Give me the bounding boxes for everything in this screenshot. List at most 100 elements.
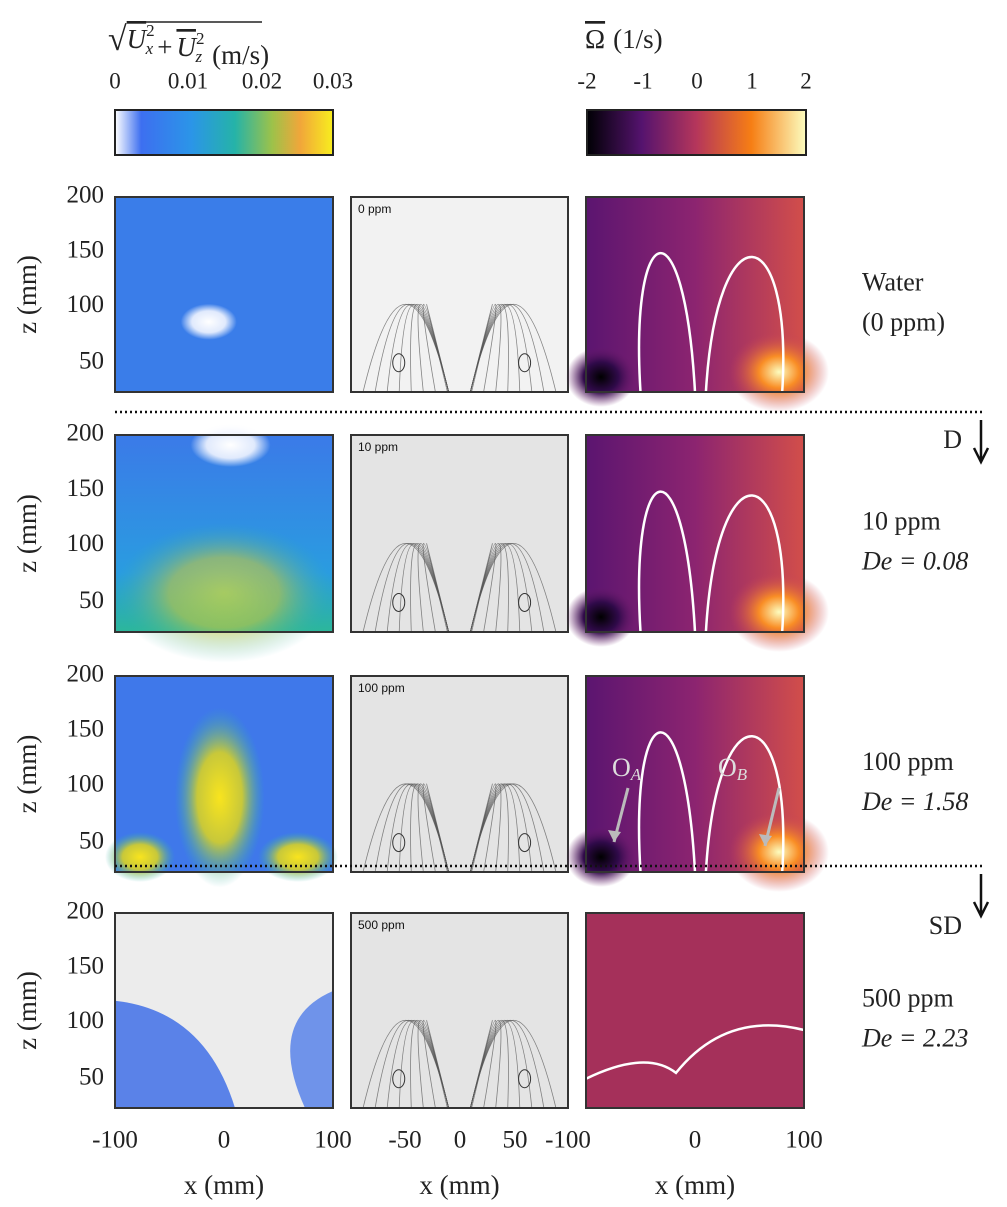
vortex bbox=[392, 592, 406, 612]
x-axis-label: x (mm) bbox=[419, 1170, 499, 1200]
x-tick-label: -100 bbox=[545, 1127, 591, 1154]
regime-label: SD bbox=[929, 911, 962, 940]
panel-tag: 10 ppm bbox=[358, 440, 398, 454]
panel-frame bbox=[114, 434, 334, 633]
y-axis-label: z (mm) bbox=[12, 971, 42, 1050]
vortex bbox=[392, 353, 406, 373]
y-axis-label: z (mm) bbox=[12, 494, 42, 573]
panel-frame bbox=[114, 196, 334, 393]
contour bbox=[637, 251, 697, 393]
symbol: U bbox=[176, 32, 197, 62]
blob bbox=[729, 812, 829, 892]
x-tick-label: 0 bbox=[218, 1127, 231, 1154]
regime-label: D bbox=[943, 425, 962, 454]
y-tick-label: 200 bbox=[67, 182, 105, 209]
panel-frame bbox=[350, 912, 569, 1109]
panel-frame bbox=[350, 434, 569, 633]
x-tick-label: 100 bbox=[314, 1127, 352, 1154]
colorbar bbox=[114, 109, 334, 156]
panel-image bbox=[350, 434, 569, 633]
blob bbox=[729, 572, 829, 652]
colorbar-tick-label: 0 bbox=[109, 68, 121, 93]
x-tick-label: -50 bbox=[388, 1127, 421, 1154]
streamline bbox=[469, 542, 493, 633]
panel-tag: 100 ppm bbox=[358, 681, 405, 695]
y-tick-label: 50 bbox=[79, 587, 104, 614]
unit: (m/s) bbox=[212, 40, 269, 70]
subscript: x bbox=[145, 39, 154, 58]
annotation-head bbox=[759, 834, 772, 846]
row-detail: (0 ppm) bbox=[862, 307, 945, 336]
panel-image bbox=[114, 423, 334, 663]
annotation-head bbox=[608, 830, 621, 842]
field bbox=[351, 197, 568, 392]
radical: √ bbox=[108, 21, 127, 58]
panel-image bbox=[350, 912, 569, 1109]
panel-tag: 500 ppm bbox=[358, 918, 405, 932]
streamline bbox=[469, 1019, 493, 1109]
x-tick-label: 0 bbox=[689, 1127, 702, 1154]
x-tick-label: 50 bbox=[503, 1127, 528, 1154]
y-tick-label: 150 bbox=[67, 236, 105, 263]
unit: (1/s) bbox=[613, 24, 663, 54]
panel-frame bbox=[350, 675, 569, 873]
row-detail: De = 1.58 bbox=[861, 787, 968, 816]
blob bbox=[258, 832, 338, 882]
annotation: OA bbox=[612, 753, 642, 784]
subscript: B bbox=[737, 765, 748, 784]
row-detail: De = 2.23 bbox=[861, 1023, 968, 1052]
letter: O bbox=[718, 753, 737, 782]
letter: O bbox=[612, 753, 631, 782]
colorbar-tick-label: -1 bbox=[633, 68, 652, 93]
blob bbox=[290, 991, 333, 1108]
blob bbox=[566, 827, 636, 887]
colorbar-tick-label: -2 bbox=[577, 68, 596, 93]
y-tick-label: 50 bbox=[79, 347, 104, 374]
colorbar-tick-label: 0.02 bbox=[242, 68, 282, 93]
contour bbox=[637, 490, 697, 633]
panel-image bbox=[105, 675, 338, 888]
symbol: Ω bbox=[585, 24, 605, 54]
contour bbox=[637, 731, 697, 873]
colorbar-label: √U2 x + U2 z (m/s) bbox=[108, 21, 269, 70]
subscript: z bbox=[194, 47, 202, 66]
y-tick-label: 50 bbox=[79, 1063, 104, 1090]
row-detail: De = 0.08 bbox=[861, 546, 968, 575]
blob bbox=[566, 587, 636, 647]
streamline bbox=[426, 542, 450, 633]
y-tick-label: 100 bbox=[67, 1007, 105, 1034]
x-tick-label: 100 bbox=[785, 1127, 823, 1154]
regime-arrow bbox=[972, 420, 990, 465]
blob bbox=[180, 303, 237, 340]
x-tick-label: -100 bbox=[92, 1127, 138, 1154]
vortex bbox=[392, 833, 406, 853]
blob bbox=[566, 347, 636, 407]
streamline bbox=[426, 303, 450, 393]
superscript: 2 bbox=[196, 29, 205, 48]
streamline bbox=[426, 1019, 450, 1109]
annotation: OB bbox=[718, 753, 748, 784]
y-tick-label: 150 bbox=[67, 475, 105, 502]
vortex bbox=[392, 1069, 406, 1089]
panel-frame bbox=[585, 675, 805, 873]
y-tick-label: 100 bbox=[67, 291, 105, 318]
field bbox=[115, 197, 333, 392]
y-tick-label: 150 bbox=[67, 952, 105, 979]
row-condition: 100 ppm bbox=[862, 747, 954, 776]
panel-image bbox=[350, 675, 569, 873]
panel-image bbox=[114, 196, 334, 393]
blob bbox=[114, 522, 334, 663]
row-condition: 10 ppm bbox=[862, 506, 941, 535]
y-tick-label: 100 bbox=[67, 770, 105, 797]
streamline bbox=[469, 783, 493, 873]
contour bbox=[704, 255, 785, 393]
labels: √U2 x + U2 z (m/s)Ω (1/s)0 0.01 0.02 0.03 -2 -1 0 1 20… bbox=[12, 21, 990, 1200]
colorbar bbox=[586, 109, 807, 156]
row-condition: 500 ppm bbox=[862, 983, 954, 1012]
colorbar-tick-label: 0 bbox=[691, 68, 703, 93]
colorbar-tick-label: 0.03 bbox=[313, 68, 353, 93]
field bbox=[351, 676, 568, 872]
contour bbox=[704, 735, 785, 873]
y-tick-label: 200 bbox=[67, 420, 105, 447]
